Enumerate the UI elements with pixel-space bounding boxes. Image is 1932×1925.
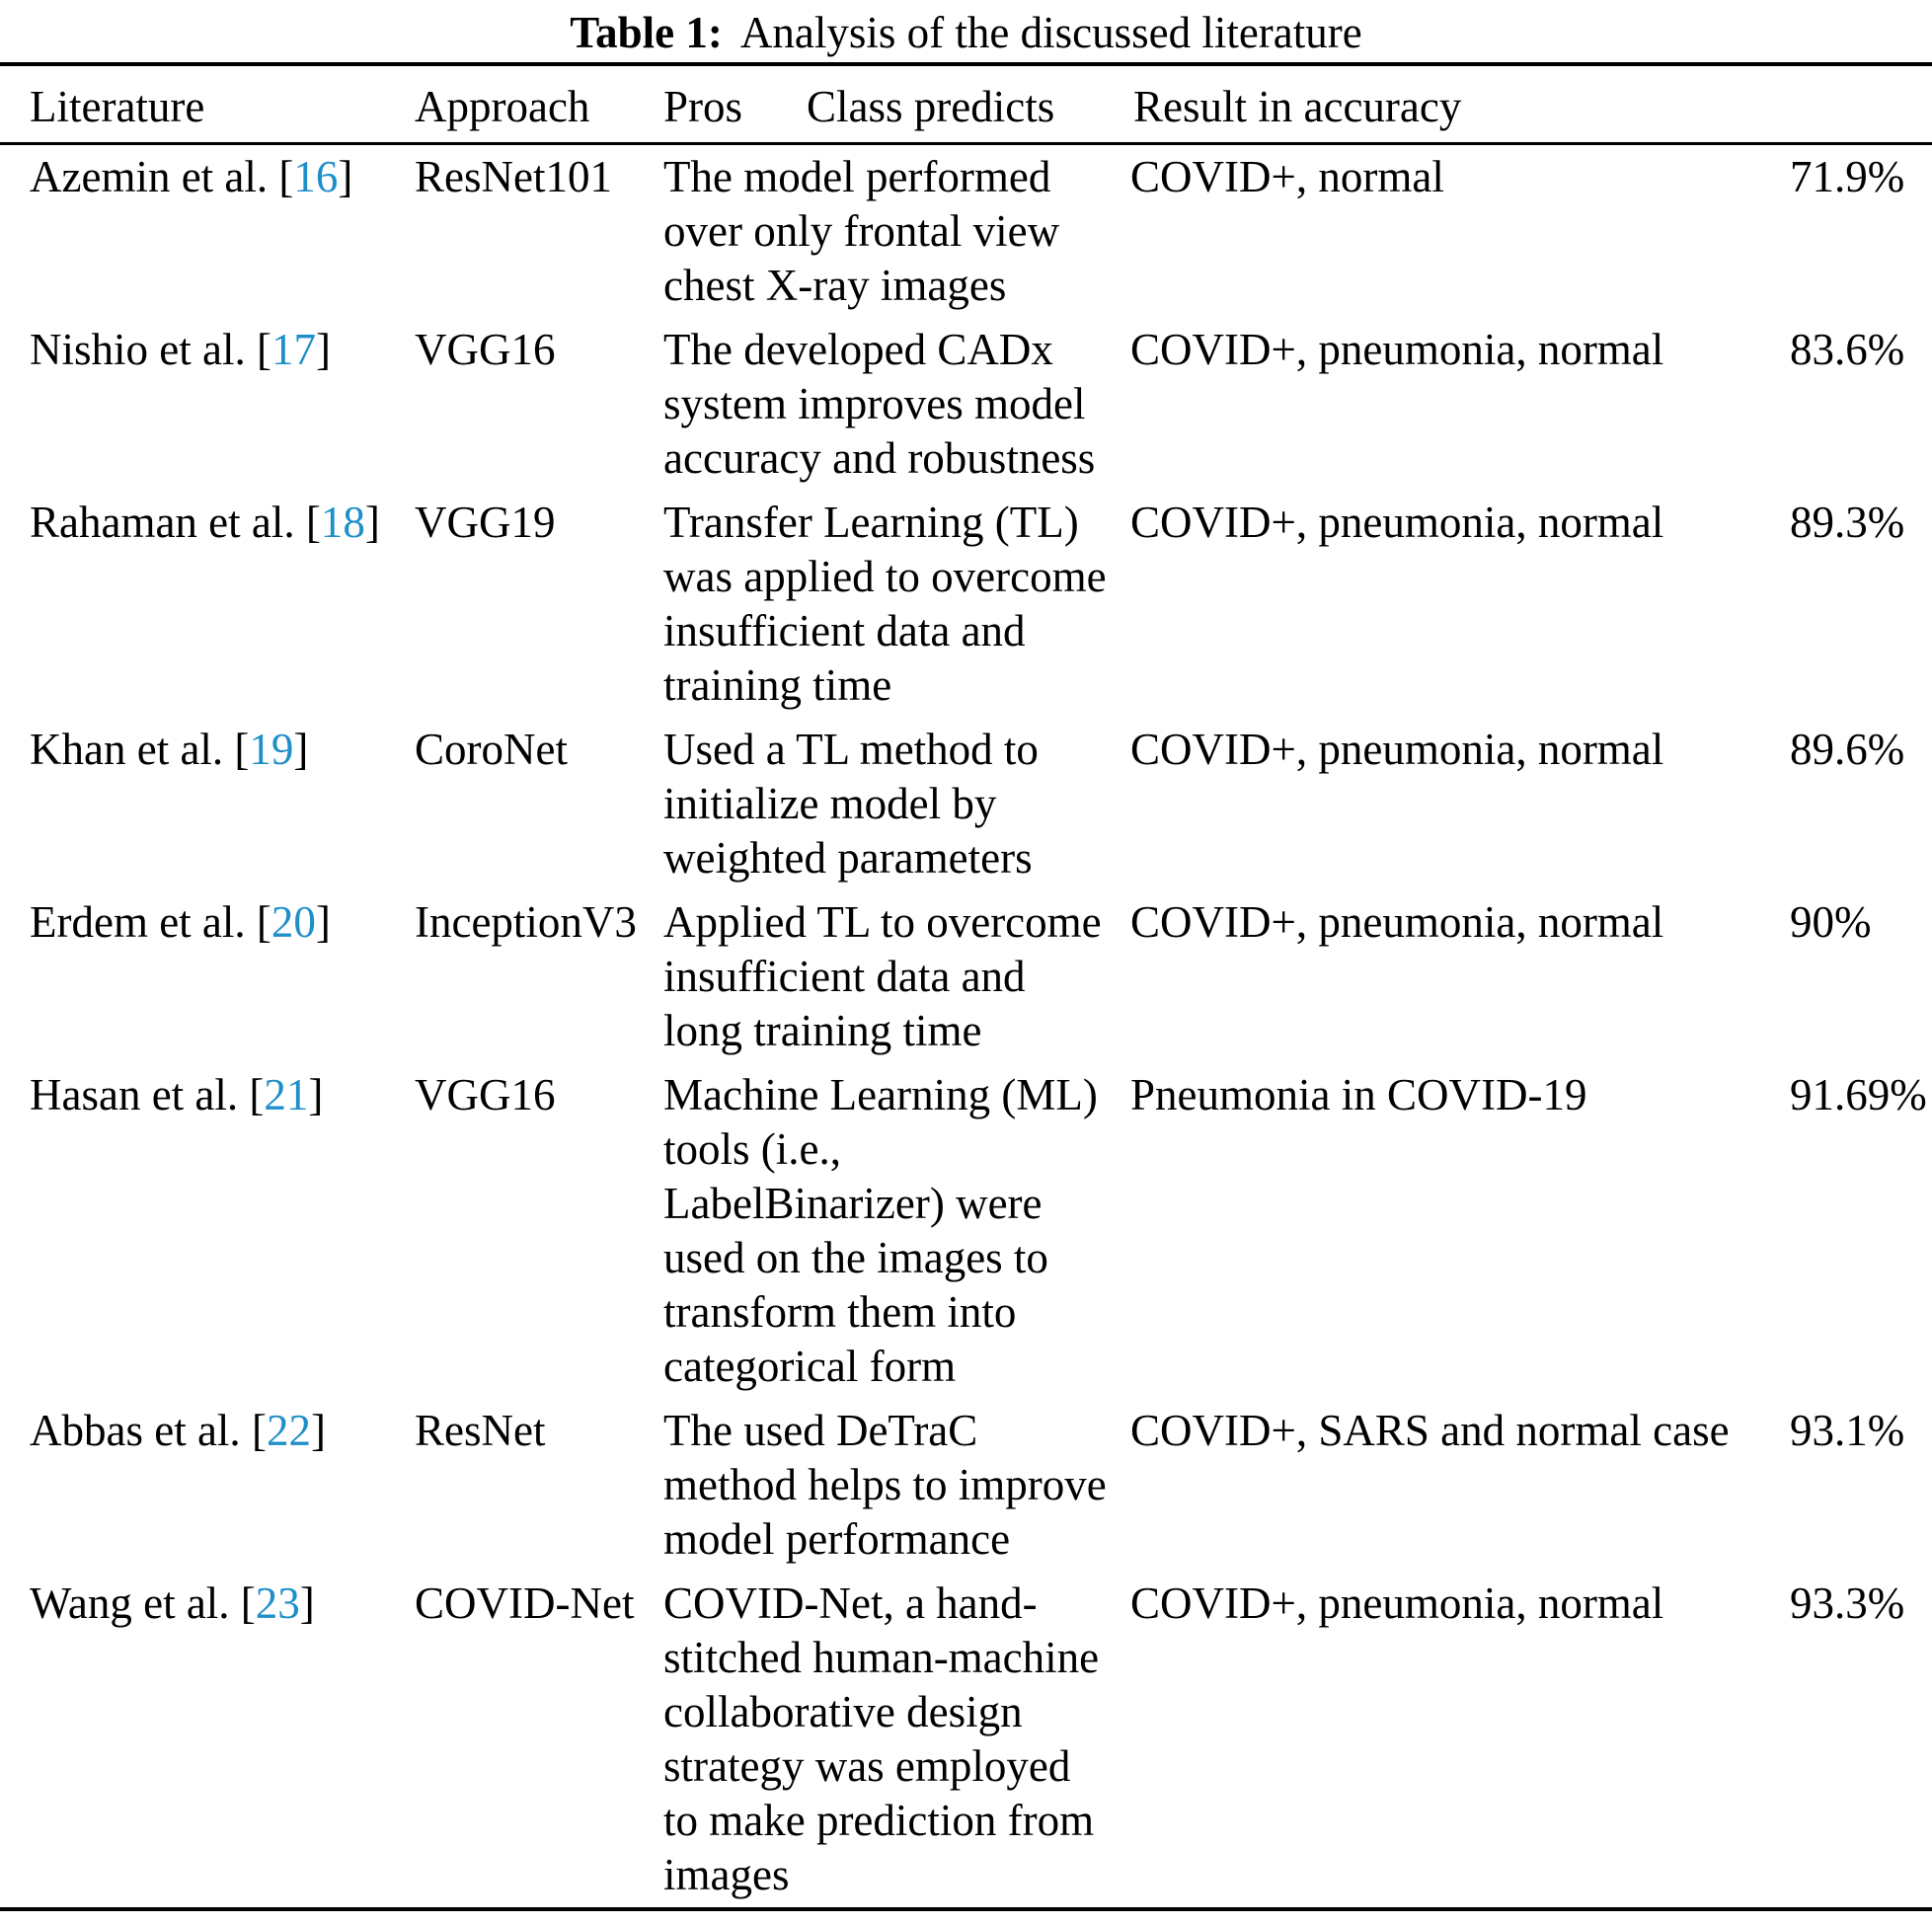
column-header-approach: Approach — [415, 82, 590, 131]
approach-cell: VGG16 — [415, 1070, 556, 1119]
accuracy-cell: 71.9% — [1790, 152, 1905, 201]
citation-link[interactable]: 21 — [264, 1070, 309, 1119]
class-predicts-cell: Pneumonia in COVID-19 — [1130, 1070, 1587, 1119]
table-top-rule — [0, 62, 1932, 66]
citation-bracket-close: ] — [308, 1070, 324, 1119]
table-row: Rahaman et al. [18] VGG19 Transfer Learn… — [0, 491, 1932, 718]
accuracy-cell: 93.3% — [1790, 1578, 1905, 1628]
citation-link[interactable]: 17 — [270, 325, 316, 374]
citation-link[interactable]: 22 — [266, 1406, 311, 1455]
citation-bracket-open: [ — [251, 1406, 267, 1455]
column-header-result-accuracy: Result in accuracy — [1133, 82, 1462, 131]
literature-cell: Erdem et al. [20] — [30, 895, 331, 950]
table-row: Hasan et al. [21] VGG16 Machine Learning… — [0, 1063, 1932, 1399]
pros-cell: Machine Learning (ML) tools (i.e., Label… — [663, 1070, 1098, 1391]
table-row: Azemin et al. [16] ResNet101 The model p… — [0, 145, 1932, 318]
table-caption: Table 1: Analysis of the discussed litera… — [0, 0, 1932, 62]
pros-cell: The used DeTraC method helps to improve … — [663, 1406, 1107, 1564]
table-header-row: Literature Approach Pros Class predicts … — [0, 66, 1932, 142]
accuracy-cell: 83.6% — [1790, 325, 1905, 374]
table-row: Abbas et al. [22] ResNet The used DeTraC… — [0, 1399, 1932, 1572]
citation-link[interactable]: 16 — [293, 152, 339, 201]
column-header-literature: Literature — [30, 82, 205, 131]
table-caption-label: Table 1: — [570, 8, 723, 57]
citation-link[interactable]: 20 — [270, 897, 316, 947]
literature-cell: Wang et al. [23] — [30, 1577, 315, 1631]
citation-bracket-close: ] — [293, 725, 309, 774]
literature-author-text: Khan et al. — [30, 725, 235, 774]
table-row: Nishio et al. [17] VGG16 The developed C… — [0, 318, 1932, 491]
citation-link[interactable]: 18 — [320, 498, 365, 547]
citation-bracket-open: [ — [278, 152, 294, 201]
table-body: Azemin et al. [16] ResNet101 The model p… — [0, 145, 1932, 1907]
approach-cell: ResNet101 — [415, 152, 612, 201]
accuracy-cell: 89.3% — [1790, 498, 1905, 547]
literature-cell: Azemin et al. [16] — [30, 150, 352, 204]
class-predicts-cell: COVID+, pneumonia, normal — [1130, 897, 1664, 947]
table-header-rule — [0, 142, 1932, 145]
literature-author-text: Nishio et al. — [30, 325, 257, 374]
approach-cell: InceptionV3 — [415, 897, 637, 947]
citation-bracket-open: [ — [305, 498, 321, 547]
accuracy-cell: 90% — [1790, 897, 1872, 947]
approach-cell: VGG16 — [415, 325, 556, 374]
literature-author-text: Rahaman et al. — [30, 498, 306, 547]
pros-cell: The model performed over only frontal vi… — [663, 152, 1060, 310]
pros-cell: The developed CADx system improves model… — [663, 325, 1096, 483]
approach-cell: COVID-Net — [415, 1578, 635, 1628]
accuracy-cell: 93.1% — [1790, 1406, 1905, 1455]
citation-bracket-open: [ — [240, 1578, 256, 1628]
class-predicts-cell: COVID+, SARS and normal case — [1130, 1406, 1730, 1455]
class-predicts-cell: COVID+, pneumonia, normal — [1130, 325, 1664, 374]
table-row: Erdem et al. [20] InceptionV3 Applied TL… — [0, 890, 1932, 1063]
literature-author-text: Erdem et al. — [30, 897, 257, 947]
class-predicts-cell: COVID+, pneumonia, normal — [1130, 1578, 1664, 1628]
citation-bracket-close: ] — [338, 152, 353, 201]
approach-cell: ResNet — [415, 1406, 546, 1455]
literature-author-text: Abbas et al. — [30, 1406, 252, 1455]
class-predicts-cell: COVID+, pneumonia, normal — [1130, 498, 1664, 547]
table-row: Wang et al. [23] COVID-Net COVID-Net, a … — [0, 1572, 1932, 1907]
citation-bracket-open: [ — [234, 725, 250, 774]
literature-author-text: Hasan et al. — [30, 1070, 250, 1119]
pros-cell: COVID-Net, a hand- stitched human-machin… — [663, 1578, 1100, 1899]
approach-cell: CoroNet — [415, 725, 568, 774]
class-predicts-cell: COVID+, pneumonia, normal — [1130, 725, 1664, 774]
citation-link[interactable]: 19 — [249, 725, 294, 774]
approach-cell: VGG19 — [415, 498, 556, 547]
citation-link[interactable]: 23 — [255, 1578, 300, 1628]
accuracy-cell: 91.69% — [1790, 1070, 1927, 1119]
citation-bracket-open: [ — [256, 897, 271, 947]
literature-cell: Khan et al. [19] — [30, 723, 308, 777]
pros-cell: Applied TL to overcome insufficient data… — [663, 897, 1102, 1055]
column-header-class-predicts: Class predicts — [807, 82, 1055, 131]
citation-bracket-close: ] — [315, 897, 331, 947]
literature-cell: Hasan et al. [21] — [30, 1068, 323, 1122]
literature-cell: Rahaman et al. [18] — [30, 496, 380, 550]
table-bottom-rule — [0, 1907, 1932, 1911]
pros-cell: Used a TL method to initialize model by … — [663, 725, 1039, 883]
pros-cell: Transfer Learning (TL) was applied to ov… — [663, 498, 1107, 710]
accuracy-cell: 89.6% — [1790, 725, 1905, 774]
literature-author-text: Azemin et al. — [30, 152, 279, 201]
literature-cell: Nishio et al. [17] — [30, 323, 331, 377]
table-caption-text: Analysis of the discussed literature — [739, 8, 1362, 57]
citation-bracket-close: ] — [364, 498, 380, 547]
class-predicts-cell: COVID+, normal — [1130, 152, 1444, 201]
citation-bracket-close: ] — [315, 325, 331, 374]
table-row: Khan et al. [19] CoroNet Used a TL metho… — [0, 718, 1932, 890]
literature-cell: Abbas et al. [22] — [30, 1404, 326, 1458]
literature-author-text: Wang et al. — [30, 1578, 241, 1628]
citation-bracket-close: ] — [299, 1578, 315, 1628]
citation-bracket-close: ] — [310, 1406, 326, 1455]
citation-bracket-open: [ — [256, 325, 271, 374]
citation-bracket-open: [ — [249, 1070, 265, 1119]
column-header-pros: Pros — [663, 82, 743, 131]
